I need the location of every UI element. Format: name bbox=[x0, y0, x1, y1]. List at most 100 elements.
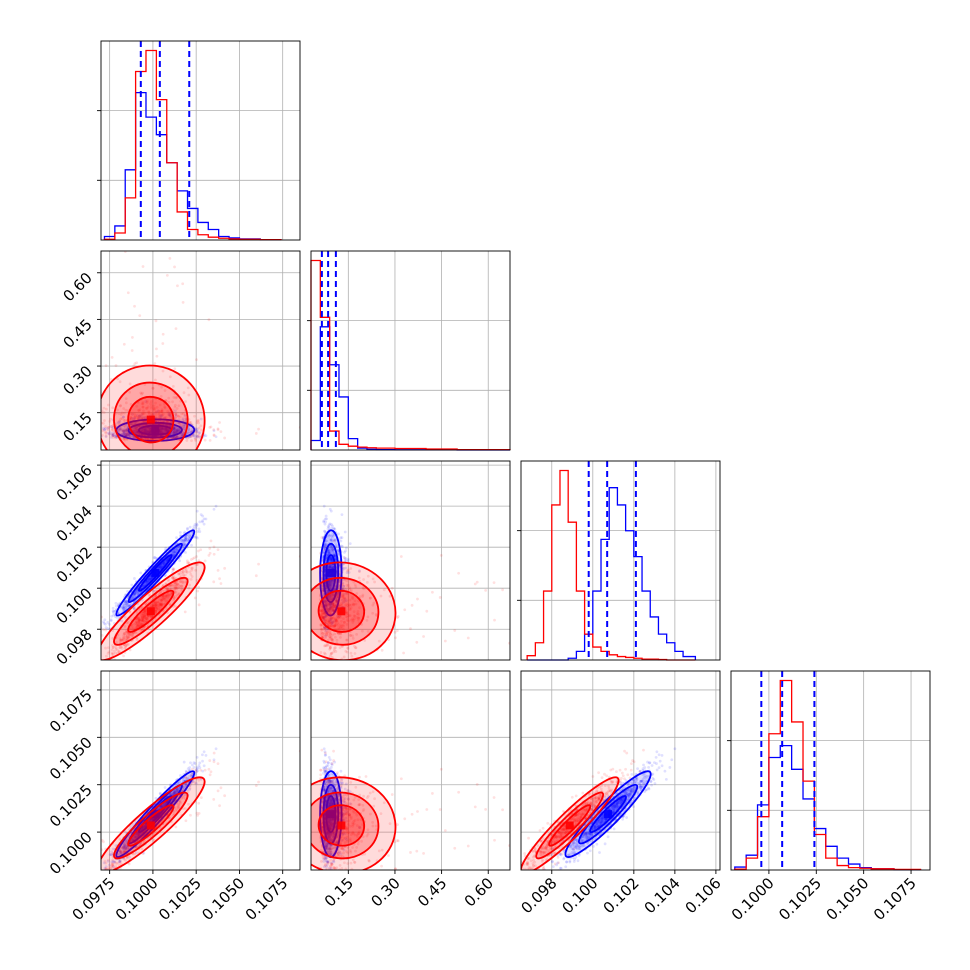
scatter-point bbox=[345, 663, 348, 666]
scatter-point bbox=[162, 427, 166, 431]
scatter-point bbox=[128, 390, 132, 394]
scatter-point bbox=[158, 430, 162, 433]
scatter-point bbox=[340, 545, 344, 548]
scatter-point bbox=[106, 425, 110, 429]
scatter-point bbox=[108, 420, 112, 423]
scatter-point bbox=[344, 546, 348, 550]
scatter-point bbox=[176, 414, 180, 418]
scatter-point bbox=[154, 378, 157, 382]
scatter-point bbox=[102, 662, 105, 665]
scatter-point bbox=[189, 421, 193, 424]
scatter-point bbox=[119, 417, 122, 421]
scatter-point bbox=[104, 425, 107, 428]
scatter-point bbox=[111, 433, 115, 437]
scatter-point bbox=[134, 428, 138, 431]
scatter-point bbox=[145, 401, 149, 404]
scatter-point bbox=[144, 430, 148, 434]
scatter-point bbox=[172, 427, 176, 431]
scatter-point bbox=[443, 639, 447, 643]
scatter-point bbox=[176, 427, 180, 431]
scatter-point bbox=[98, 413, 101, 416]
scatter-point bbox=[167, 396, 171, 400]
scatter-point bbox=[107, 425, 111, 429]
scatter-point bbox=[135, 427, 139, 431]
scatter-point bbox=[193, 437, 197, 441]
histogram-series-blue bbox=[103, 91, 282, 241]
scatter-point bbox=[135, 425, 139, 429]
scatter-point bbox=[118, 380, 122, 384]
scatter-point bbox=[161, 342, 165, 345]
scatter-point bbox=[180, 433, 184, 436]
scatter-point bbox=[136, 416, 140, 420]
scatter-point bbox=[163, 427, 167, 431]
scatter-point bbox=[185, 559, 189, 563]
scatter-point bbox=[133, 577, 136, 580]
scatter-point bbox=[131, 422, 135, 426]
scatter-point bbox=[35, 431, 38, 434]
scatter-point bbox=[175, 429, 179, 432]
scatter-point bbox=[130, 412, 133, 416]
scatter-point bbox=[144, 406, 148, 410]
scatter-point bbox=[103, 428, 107, 432]
scatter-point bbox=[122, 429, 126, 433]
scatter-point bbox=[138, 314, 142, 318]
scatter-point bbox=[141, 405, 145, 409]
scatter-point bbox=[141, 412, 145, 416]
scatter-point bbox=[111, 406, 115, 410]
scatter-point bbox=[134, 426, 138, 430]
scatter-point bbox=[137, 409, 141, 413]
scatter-point bbox=[183, 610, 187, 614]
scatter-point bbox=[171, 385, 175, 388]
scatter-point bbox=[160, 430, 164, 434]
scatter-point bbox=[122, 415, 126, 419]
scatter-point bbox=[128, 382, 132, 386]
scatter-point bbox=[175, 395, 179, 399]
scatter-point bbox=[390, 586, 394, 590]
scatter-point bbox=[168, 424, 171, 428]
scatter-point bbox=[160, 426, 164, 430]
scatter-point bbox=[146, 429, 150, 433]
scatter-point bbox=[161, 428, 165, 431]
scatter-point bbox=[178, 559, 182, 563]
scatter-point bbox=[106, 431, 110, 435]
scatter-point bbox=[119, 428, 122, 432]
scatter-point bbox=[184, 400, 187, 403]
scatter-point bbox=[138, 414, 142, 418]
scatter-point bbox=[124, 401, 128, 405]
scatter-point bbox=[93, 670, 96, 673]
scatter-point bbox=[175, 430, 179, 434]
scatter-point bbox=[187, 428, 191, 432]
scatter-point bbox=[212, 428, 216, 432]
scatter-point bbox=[125, 432, 128, 436]
scatter-point bbox=[164, 416, 168, 419]
scatter-point bbox=[80, 675, 83, 678]
scatter-point bbox=[199, 548, 203, 552]
scatter-point bbox=[323, 530, 327, 533]
scatter-point bbox=[199, 424, 203, 428]
scatter-point bbox=[109, 425, 113, 428]
scatter-point bbox=[125, 432, 129, 436]
scatter-point bbox=[163, 405, 166, 409]
scatter-point bbox=[181, 431, 185, 435]
histogram-series-red bbox=[526, 469, 696, 661]
scatter-point bbox=[394, 636, 397, 640]
scatter-point bbox=[118, 404, 122, 408]
scatter-point bbox=[254, 574, 258, 578]
histogram-panel bbox=[727, 670, 931, 871]
scatter-point bbox=[172, 429, 176, 432]
scatter-point bbox=[331, 524, 334, 528]
scatter-point bbox=[175, 428, 179, 432]
scatter-point bbox=[191, 434, 195, 437]
scatter-point bbox=[166, 429, 170, 432]
scatter-point bbox=[177, 404, 181, 408]
scatter-point bbox=[172, 425, 176, 429]
scatter-point bbox=[87, 438, 90, 441]
scatter-point bbox=[98, 419, 101, 422]
scatter-point bbox=[178, 422, 182, 426]
scatter-point bbox=[106, 428, 110, 432]
scatter-point bbox=[175, 435, 178, 438]
scatter-point bbox=[101, 663, 104, 666]
scatter-point bbox=[124, 433, 127, 437]
scatter-point bbox=[79, 405, 82, 408]
scatter-point bbox=[160, 428, 164, 432]
